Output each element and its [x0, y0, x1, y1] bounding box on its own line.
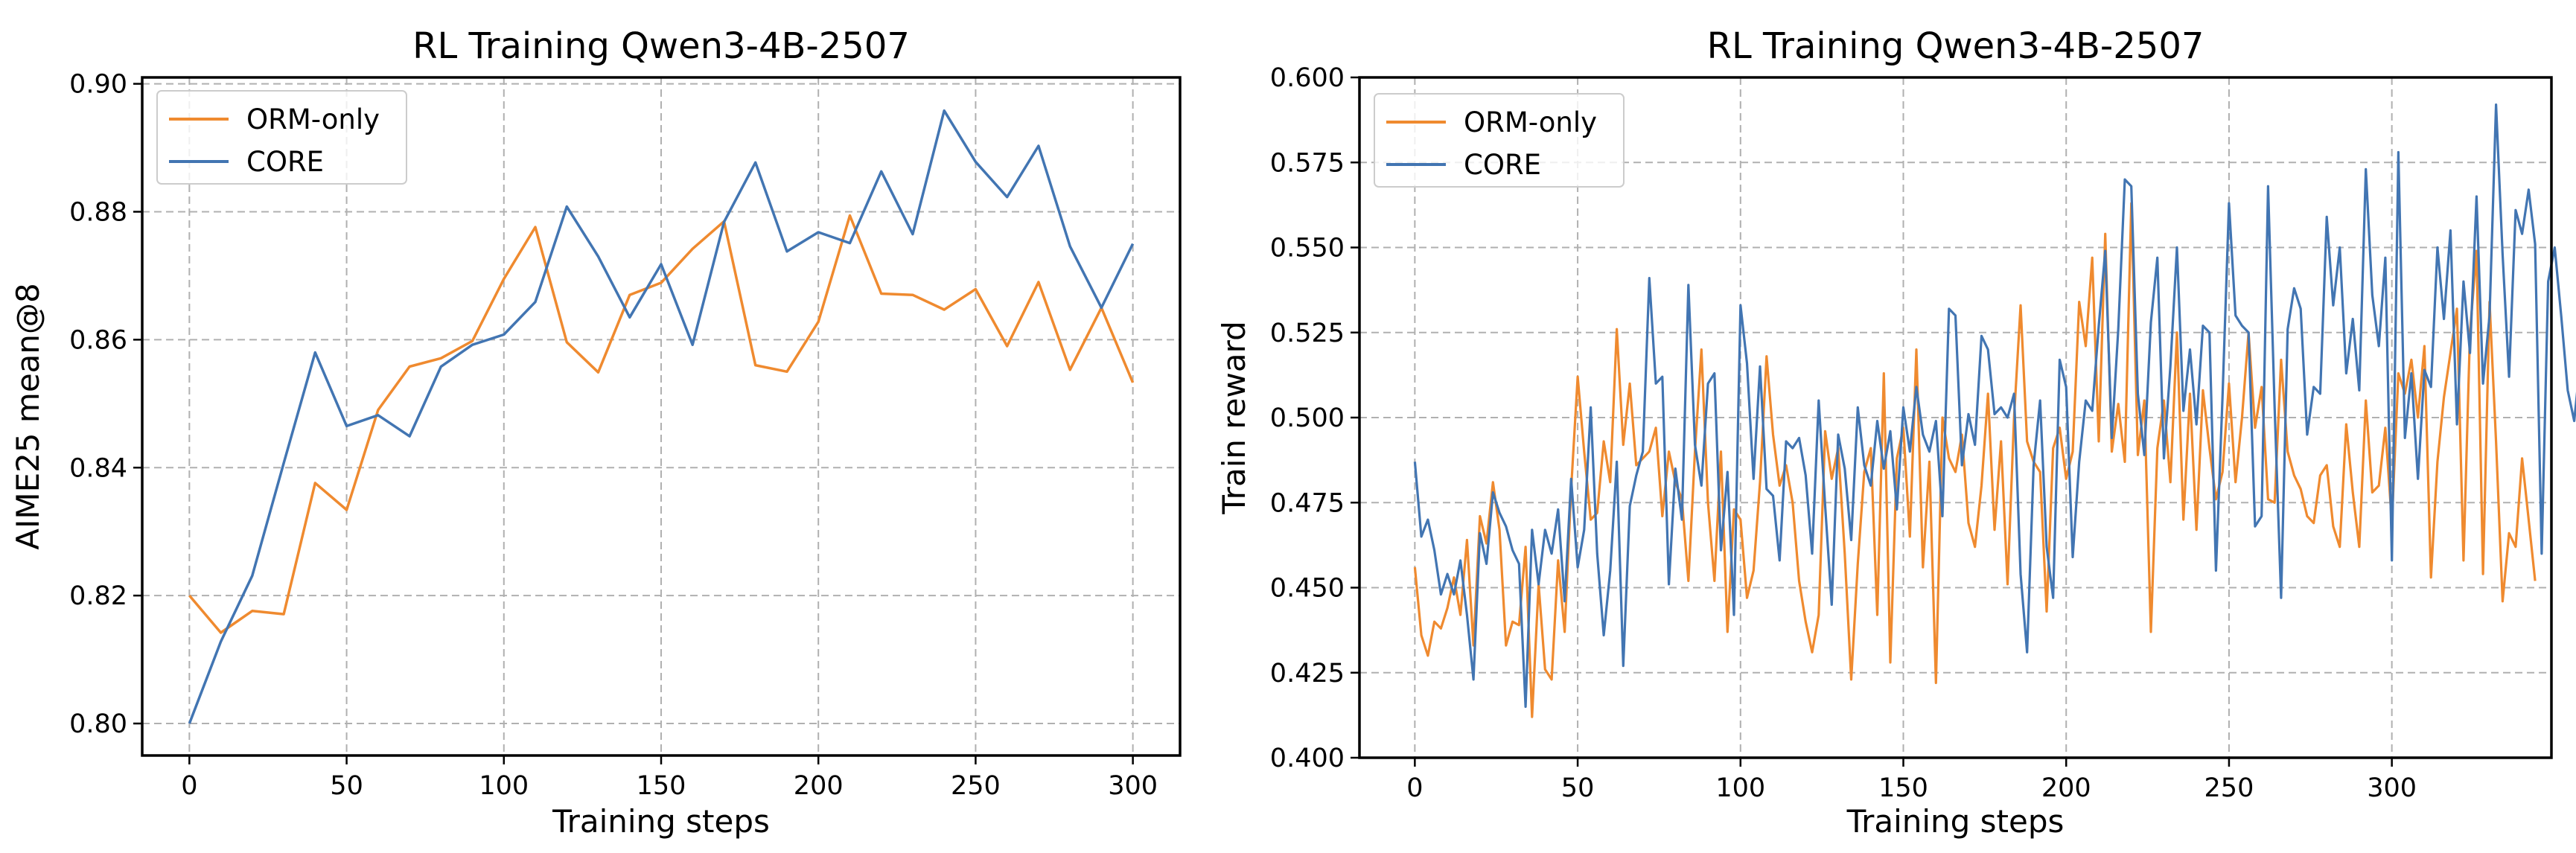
y-tick-label: 0.88: [69, 197, 127, 227]
y-tick-label: 0.425: [1270, 659, 1345, 689]
y-tick-label: 0.450: [1270, 574, 1345, 604]
series-line-orm-only: [1413, 202, 2537, 718]
y-tick-label: 0.82: [69, 581, 127, 611]
y-tick-label: 0.475: [1270, 488, 1345, 518]
legend: ORM-only CORE: [1374, 93, 1625, 188]
x-tick-label: 150: [637, 771, 686, 801]
legend-label-core: CORE: [246, 146, 324, 178]
x-tick-label: 250: [2204, 773, 2254, 803]
lines: [188, 109, 1135, 724]
chart-train-reward: 0 50 100 150 200 250 300 0.400 0.425 0.450 0.475 0.…: [1216, 25, 2576, 840]
x-tick-label: 50: [330, 771, 363, 801]
x-tick-label: 50: [1561, 773, 1595, 803]
ticks: 0 50 100 150 200 250 300 0.400 0.425 0.450 0.475 0.…: [1270, 63, 2417, 803]
x-tick-label: 100: [479, 771, 529, 801]
legend-label-core: CORE: [1464, 149, 1541, 181]
y-axis-label: AIME25 mean@8: [10, 283, 46, 550]
x-tick-label: 0: [1406, 773, 1423, 803]
x-tick-label: 200: [2041, 773, 2091, 803]
legend: ORM-only CORE: [156, 90, 407, 185]
series-line-core: [188, 109, 1135, 724]
y-tick-label: 0.84: [69, 453, 127, 483]
series-line-orm-only: [188, 214, 1135, 634]
y-tick-label: 0.86: [69, 325, 127, 355]
ticks: 0 50 100 150 200 250 300 0.80 0.82 0.84 0.86 0.88 0.…: [69, 70, 1158, 801]
x-tick-label: 200: [794, 771, 844, 801]
axes-frame: [1358, 76, 2553, 759]
axes-frame: [141, 76, 1182, 757]
x-axis-label: Training steps: [552, 803, 770, 840]
legend-label-orm-only: ORM-only: [246, 103, 380, 135]
chart-title: RL Training Qwen3-4B-2507: [412, 25, 910, 67]
x-tick-label: 0: [181, 771, 197, 801]
y-axis-label: Train reward: [1216, 321, 1252, 515]
y-tick-label: 0.400: [1270, 744, 1345, 773]
series-line-core: [1413, 103, 2576, 709]
chart-aime25: 0 50 100 150 200 250 300 0.80 0.82 0.84 0.86 0.88 0.…: [10, 25, 1182, 840]
x-tick-label: 300: [2367, 773, 2417, 803]
x-axis-label: Training steps: [1846, 803, 2065, 840]
x-tick-label: 150: [1878, 773, 1928, 803]
y-tick-label: 0.500: [1270, 403, 1345, 433]
y-tick-label: 0.80: [69, 709, 127, 739]
y-tick-label: 0.550: [1270, 234, 1345, 263]
x-tick-label: 250: [951, 771, 1001, 801]
chart-title: RL Training Qwen3-4B-2507: [1707, 25, 2204, 67]
x-tick-label: 100: [1715, 773, 1765, 803]
y-tick-label: 0.575: [1270, 148, 1345, 178]
grid: [142, 77, 1180, 755]
y-tick-label: 0.525: [1270, 319, 1345, 348]
x-tick-label: 300: [1108, 771, 1158, 801]
legend-label-orm-only: ORM-only: [1464, 106, 1597, 138]
y-tick-label: 0.600: [1270, 63, 1345, 93]
lines: [1413, 103, 2576, 718]
y-tick-label: 0.90: [69, 70, 127, 100]
